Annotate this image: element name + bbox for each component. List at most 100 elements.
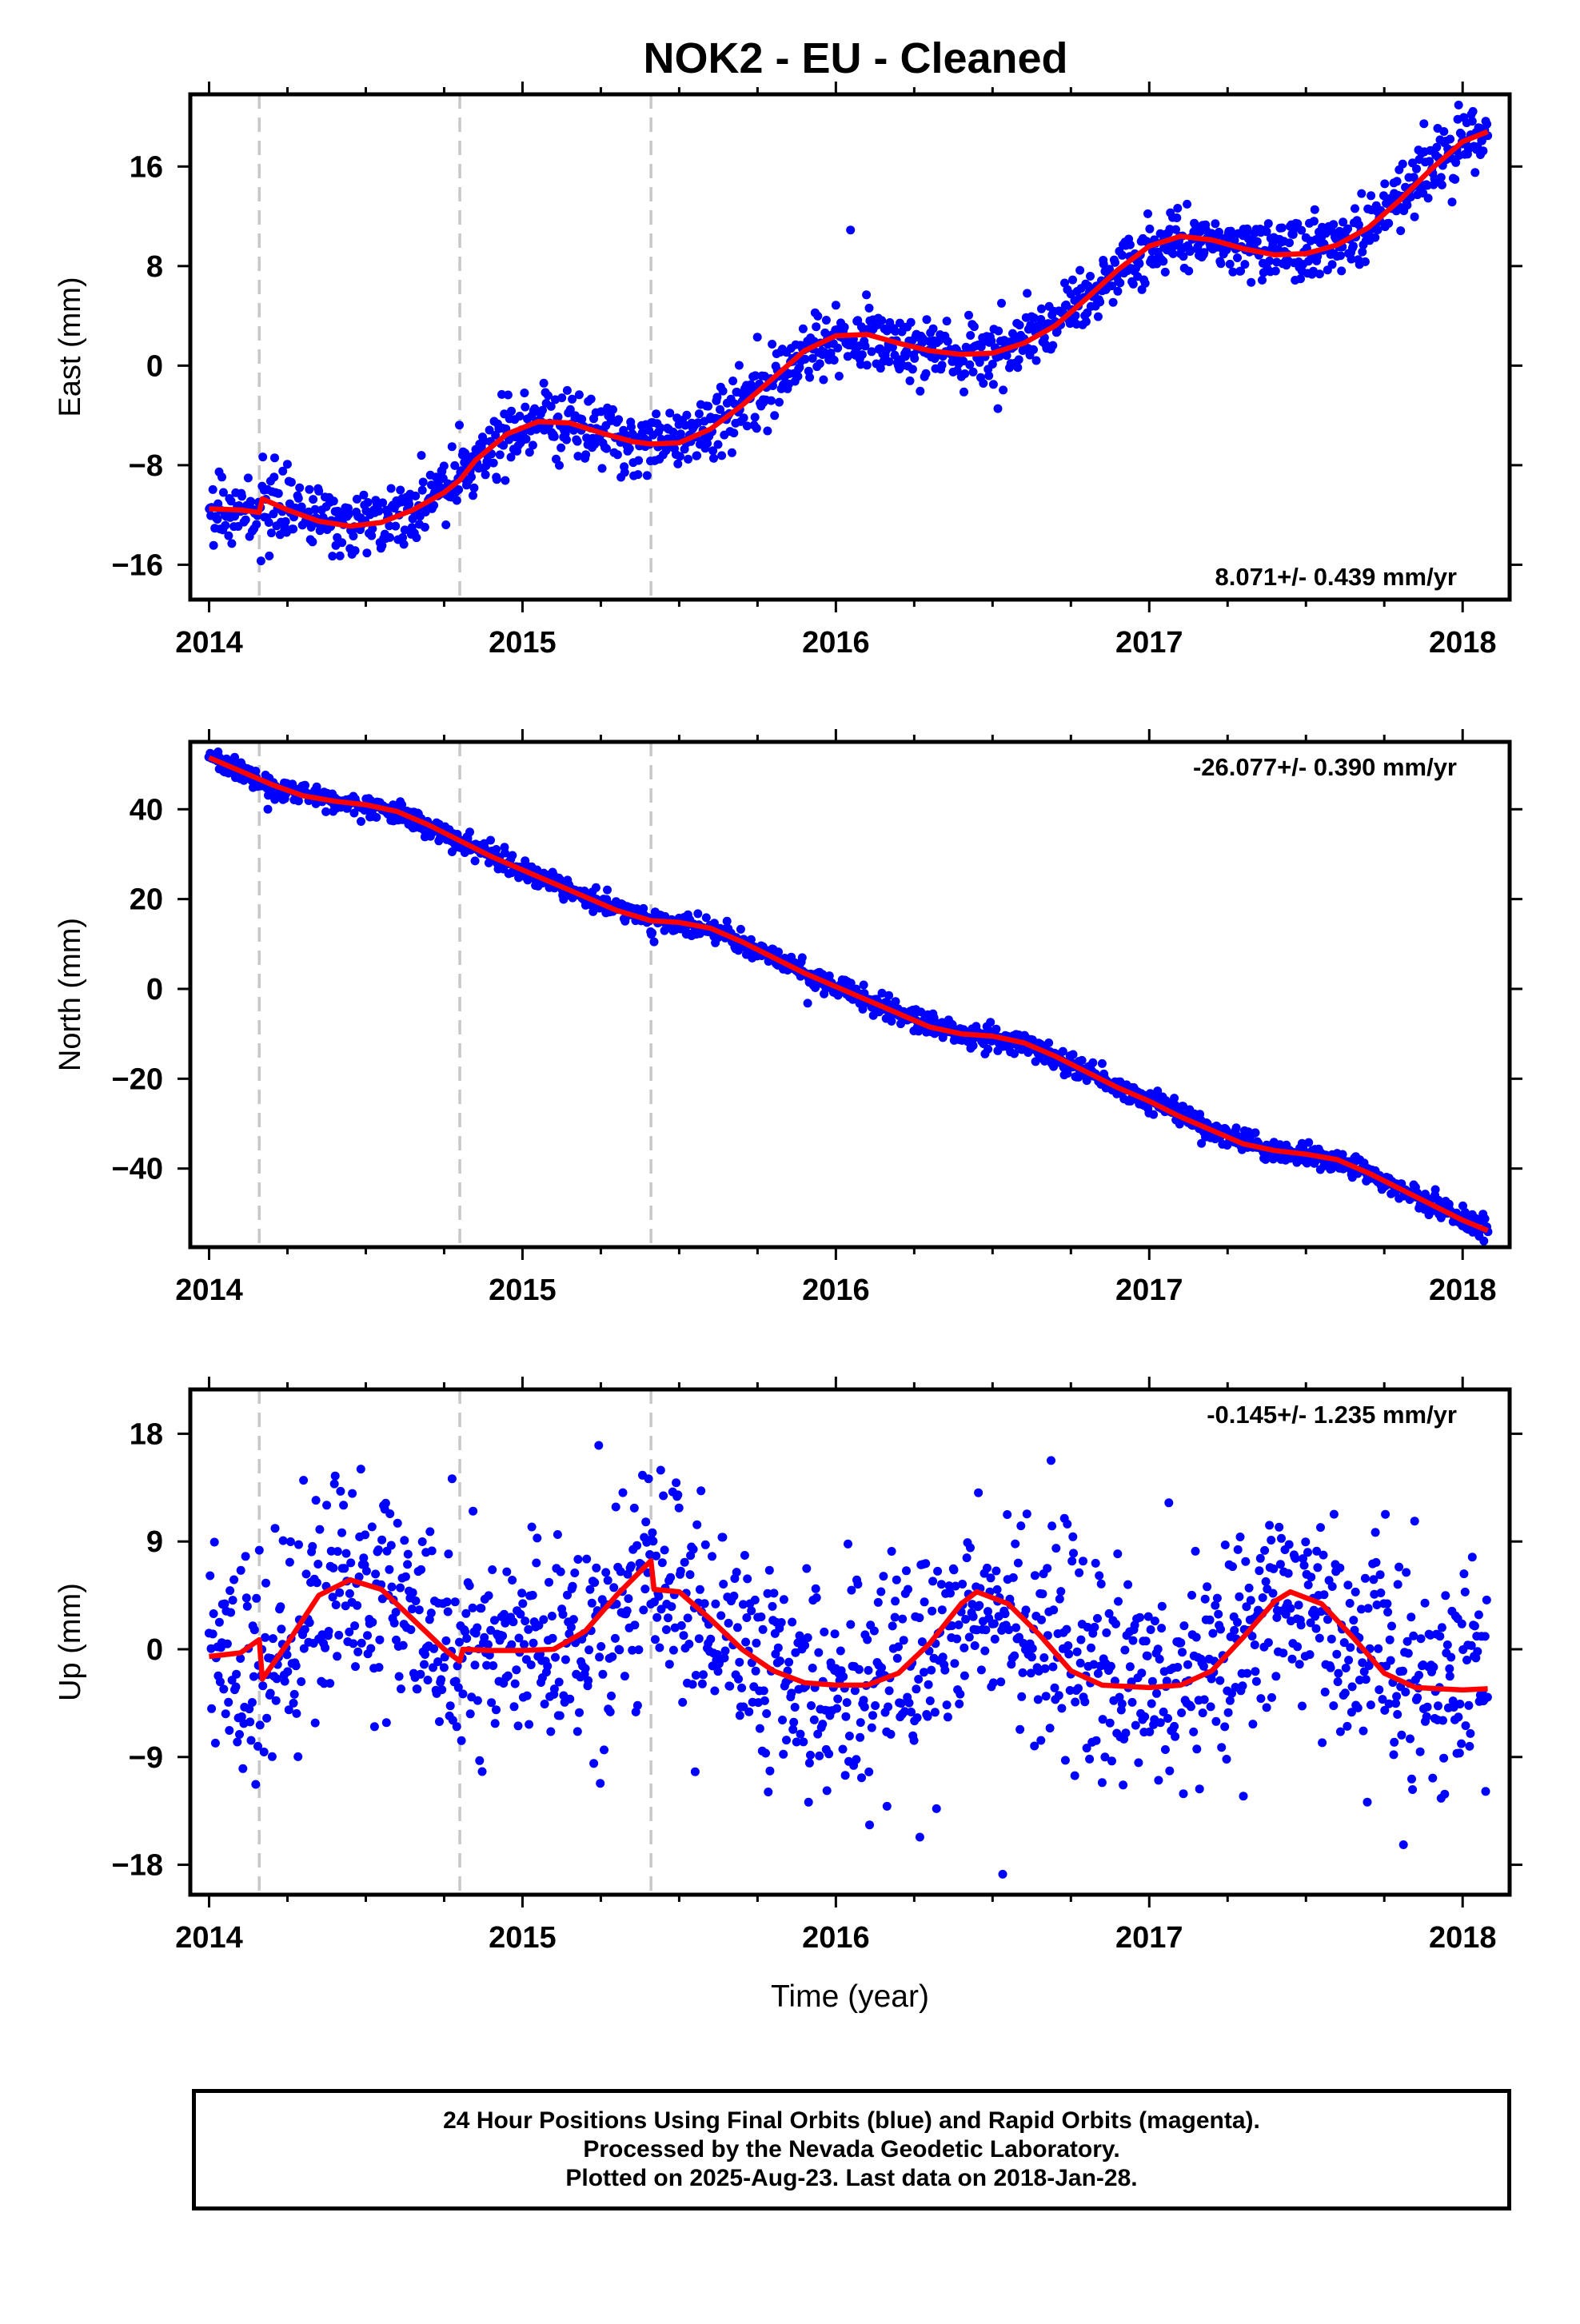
east-data-point — [767, 396, 776, 405]
up-data-point — [1454, 1748, 1464, 1758]
east-data-point — [1247, 277, 1256, 287]
up-data-point — [587, 1598, 596, 1608]
up-data-point — [706, 1634, 716, 1644]
up-data-point — [765, 1766, 775, 1776]
east-y-tick-label: −8 — [129, 449, 163, 483]
up-data-point — [477, 1767, 487, 1776]
up-data-point — [403, 1549, 413, 1559]
up-data-point — [488, 1565, 497, 1574]
east-data-point — [1236, 266, 1246, 276]
up-data-point — [590, 1578, 600, 1587]
north-rate-annotation: -26.077+/- 0.390 mm/yr — [1193, 753, 1457, 781]
up-data-point — [261, 1632, 270, 1642]
up-data-point — [1414, 1670, 1423, 1680]
up-data-point — [865, 1820, 874, 1830]
up-data-point — [668, 1645, 678, 1655]
up-data-point — [842, 1698, 852, 1708]
up-data-point — [425, 1527, 435, 1537]
up-data-point — [498, 1631, 508, 1640]
up-data-point — [353, 1600, 362, 1610]
up-data-point — [487, 1698, 497, 1708]
east-data-point — [1439, 127, 1449, 136]
up-data-point — [1244, 1583, 1254, 1593]
up-data-point — [920, 1597, 929, 1607]
up-data-point — [1097, 1778, 1107, 1788]
east-data-point — [862, 290, 872, 300]
east-data-point — [282, 460, 292, 469]
up-data-point — [465, 1709, 475, 1719]
east-data-point — [959, 357, 968, 366]
up-data-point — [429, 1644, 439, 1653]
up-data-point — [423, 1676, 433, 1684]
up-data-point — [776, 1656, 784, 1666]
east-data-point — [452, 496, 461, 505]
east-data-point — [1271, 266, 1280, 276]
up-data-point — [852, 1755, 861, 1764]
east-data-point — [1111, 257, 1119, 267]
up-data-point — [350, 1621, 360, 1631]
east-data-point — [937, 361, 947, 370]
up-data-point — [921, 1559, 931, 1569]
up-data-point — [1461, 1721, 1470, 1731]
up-data-point — [1152, 1688, 1161, 1698]
up-data-point — [1320, 1688, 1330, 1696]
east-data-point — [1108, 297, 1118, 307]
east-data-point — [521, 402, 530, 412]
up-data-point — [779, 1749, 788, 1759]
north-data-point — [397, 800, 407, 810]
up-data-point — [490, 1616, 499, 1625]
up-data-point — [237, 1712, 246, 1721]
up-data-point — [247, 1698, 257, 1707]
up-data-point — [788, 1617, 797, 1627]
up-data-point — [1445, 1664, 1454, 1673]
east-data-point — [1140, 278, 1150, 288]
up-data-point — [285, 1557, 294, 1567]
up-data-point — [1080, 1697, 1090, 1707]
up-data-point — [452, 1722, 461, 1732]
up-data-point — [1470, 1621, 1479, 1631]
east-data-point — [812, 322, 821, 332]
up-data-point — [1072, 1647, 1082, 1656]
up-data-point — [962, 1553, 972, 1563]
up-data-point — [229, 1575, 239, 1585]
north-data-point — [470, 856, 480, 866]
up-data-point — [477, 1604, 486, 1613]
up-data-point — [1398, 1840, 1408, 1849]
up-data-point — [869, 1626, 879, 1636]
up-data-point — [626, 1561, 636, 1571]
up-data-point — [938, 1652, 948, 1662]
up-data-point — [1351, 1587, 1360, 1597]
up-data-point — [1215, 1676, 1225, 1685]
east-data-point — [821, 316, 831, 325]
up-data-point — [629, 1503, 639, 1513]
east-data-point — [1357, 189, 1367, 198]
up-data-point — [482, 1660, 492, 1670]
north-data-point — [859, 980, 868, 990]
up-data-point — [520, 1640, 529, 1649]
up-data-point — [233, 1737, 242, 1747]
east-data-point — [492, 475, 501, 484]
up-data-point — [397, 1684, 405, 1694]
east-data-point — [1263, 219, 1273, 229]
north-x-tick-label-2018: 2018 — [1429, 1274, 1497, 1307]
up-data-point — [1402, 1636, 1412, 1646]
east-data-point — [562, 385, 572, 395]
east-data-point — [217, 472, 226, 482]
up-data-point — [322, 1501, 332, 1510]
east-data-point — [1327, 260, 1337, 269]
up-data-point — [882, 1801, 892, 1811]
up-data-point — [1160, 1745, 1170, 1754]
east-y-tick-label: −16 — [112, 548, 163, 582]
up-data-point — [912, 1713, 922, 1723]
east-data-point — [1396, 226, 1406, 236]
north-model-fit-line — [208, 755, 1489, 1234]
up-data-point — [508, 1576, 517, 1585]
east-data-point — [916, 386, 925, 396]
up-data-point — [632, 1541, 642, 1550]
up-data-point — [1079, 1557, 1087, 1566]
up-data-point — [1049, 1605, 1059, 1615]
up-data-point — [249, 1672, 258, 1681]
east-data-point — [1031, 356, 1041, 365]
east-data-point — [209, 540, 218, 550]
up-data-point — [648, 1537, 658, 1546]
